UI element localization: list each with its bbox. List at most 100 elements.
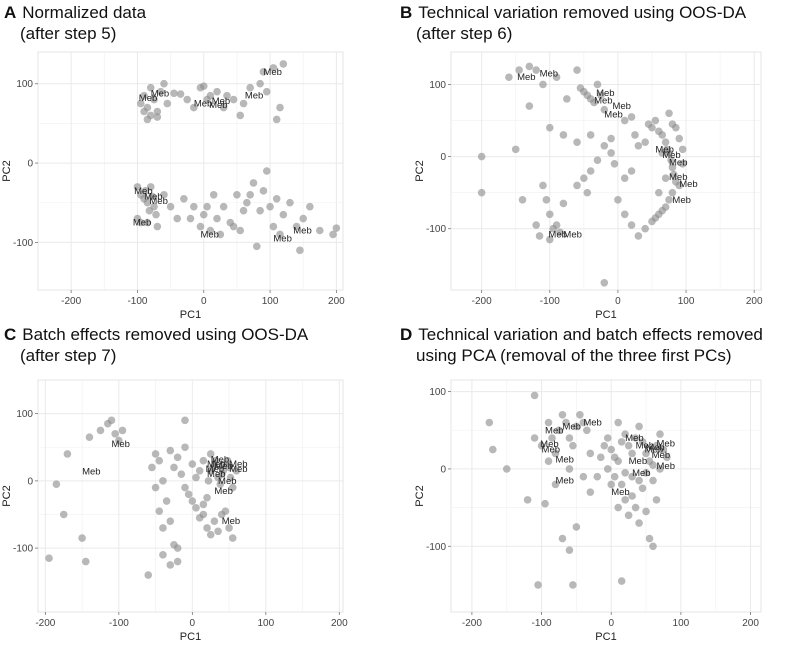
panel-d-data-point: [631, 434, 640, 442]
panel-d-x-tick-label: -100: [532, 618, 552, 629]
panel-b-point-label: Meb: [548, 229, 566, 240]
panel-d-y-tick-label: 0: [440, 464, 446, 475]
panel-a-data-point: [133, 183, 142, 191]
panel-a-data-point: [140, 107, 148, 116]
panel-c-point-label: Meb: [218, 476, 236, 487]
panel-d-data-point: [614, 457, 622, 465]
panel-b-point-label: Meb: [662, 150, 680, 161]
panel-b-data-point: [586, 131, 595, 139]
panel-a-point-label: Meb: [200, 229, 218, 240]
panel-c-data-point: [155, 456, 164, 465]
panel-c-data-point: [181, 483, 189, 492]
panel-c-data-point: [181, 443, 189, 452]
panel-a-point-label: Meb: [144, 191, 162, 202]
panel-d-data-point: [663, 453, 671, 462]
panel-a-data-point: [266, 202, 274, 211]
panel-a-data-point: [216, 230, 225, 239]
panel-d-point-label: Meb: [562, 421, 580, 432]
panel-c-data-point: [155, 507, 164, 515]
panel-b-data-point: [651, 116, 660, 125]
panel-b-point-label: Meb: [596, 88, 614, 99]
panel-a-data-point: [196, 222, 205, 231]
panel-b-point-label: Meb: [594, 95, 612, 106]
panel-a-y-tick-label: -100: [13, 238, 33, 249]
panel-b-point-label: Meb: [604, 110, 622, 121]
panel-c-data-point: [144, 571, 153, 579]
panel-c-point-label: Meb: [82, 466, 100, 477]
panel-d-data-point: [649, 542, 657, 551]
panel-b-data-point: [620, 174, 629, 183]
panel-c-data-point: [115, 436, 123, 445]
panel-d-data-point: [635, 422, 643, 431]
panel-d-data-point: [603, 465, 612, 473]
panel-c-data-point: [199, 510, 208, 519]
panel-b-point-label: Meb: [669, 172, 687, 183]
panel-c-data-point: [216, 480, 225, 489]
panel-b-data-point: [665, 109, 673, 118]
panel-a-point-label: Meb: [151, 88, 169, 99]
panel-d-data-point: [603, 434, 612, 442]
panel-d-data-point: [652, 496, 661, 504]
panel-d-data-point: [649, 461, 657, 469]
panel-b-data-point: [539, 80, 547, 89]
panel-d-data-point: [548, 434, 556, 442]
panel-c-data-point: [221, 507, 230, 515]
panel-d-data-point: [628, 449, 636, 458]
panel-c-data-point: [162, 497, 171, 505]
panel-c-point-label: Meb: [211, 454, 229, 465]
panel-b-y-tick-label: 0: [440, 152, 446, 163]
panel-a-data-point: [256, 206, 264, 215]
panel-c-data-point: [223, 456, 232, 465]
panel-a-data-point: [153, 107, 162, 116]
panel-a-data-point: [272, 115, 281, 124]
panel-a-x-tick-label: 0: [201, 296, 207, 307]
panel-c-data-point: [166, 517, 175, 526]
panel-c-data-point: [228, 534, 237, 542]
panel-d-data-point: [607, 480, 616, 489]
panel-b-data-point: [545, 123, 554, 132]
panel-a-y-tick-label: 100: [16, 79, 33, 90]
panel-d-title: D Technical variation and batch effects r…: [400, 324, 763, 366]
panel-a-data-point: [256, 79, 264, 88]
panel-d-data-point: [562, 418, 570, 427]
panel-b-data-point: [573, 66, 581, 74]
panel-a-data-point: [286, 198, 294, 207]
panel-d-point-label: Meb: [625, 433, 643, 444]
panel-b-title-text: Technical variation removed using OOS-DA: [418, 3, 747, 22]
panel-c-data-point: [166, 561, 175, 569]
panel-a-data-point: [133, 214, 142, 223]
panel-b-data-point: [600, 105, 609, 114]
panel-d-y-axis-label: PC2: [414, 485, 426, 506]
panel-d-title-text: Technical variation and batch effects re…: [418, 325, 763, 344]
panel-d-y-tick-label: -100: [426, 542, 446, 553]
panel-d-data-point: [631, 503, 640, 512]
panel-d-data-point: [565, 465, 574, 473]
panel-c-data-point: [159, 551, 167, 559]
panel-a-data-point: [140, 91, 148, 100]
panel-a-data-point: [141, 187, 150, 195]
panel-a-data-point: [166, 202, 175, 211]
panel-b-data-point: [658, 149, 667, 157]
panel-b-data-point: [511, 145, 520, 154]
panel-d-data-point: [610, 472, 619, 481]
panel-b-data-point: [610, 159, 619, 168]
panel-a-data-point: [183, 95, 191, 104]
panel-d-data-point: [586, 449, 595, 458]
panel-a-data-point: [262, 87, 271, 96]
panel-d-x-axis-label: PC1: [595, 631, 616, 643]
panel-d-data-point: [638, 484, 647, 493]
panel-d-point-label: Meb: [583, 418, 601, 429]
panel-c-x-tick-label: -200: [35, 618, 55, 629]
panel-c-data-point: [184, 490, 193, 499]
panel-a-data-point: [186, 214, 195, 223]
panel-d-point-label: Meb: [611, 487, 629, 498]
panel-d-data-point: [656, 430, 664, 438]
panel-b-data-point: [539, 181, 547, 190]
panel-a-data-point: [219, 202, 228, 211]
panel-d-data-point: [635, 519, 643, 527]
panel-b-data-point: [678, 159, 687, 168]
panel-c-data-point: [188, 460, 197, 468]
panel-c-point-label: Meb: [207, 459, 225, 470]
panel-d-point-label: Meb: [545, 425, 563, 436]
panel-b-data-point: [552, 73, 561, 82]
